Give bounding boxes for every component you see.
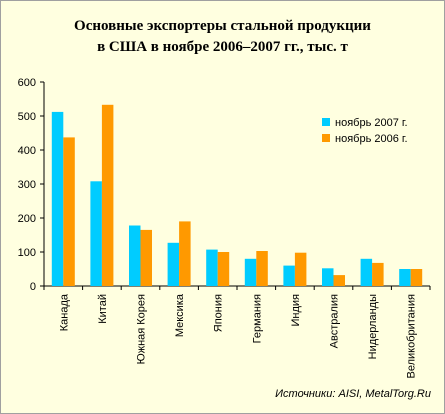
y-tick-label: 0: [30, 281, 36, 293]
y-tick-label: 200: [18, 213, 36, 225]
source-note: Источники: AISI, MetalTorg.Ru: [275, 388, 431, 400]
legend-swatch: [322, 134, 330, 142]
bar: [410, 269, 423, 286]
x-tick-label: Великобритания: [406, 294, 418, 379]
bar: [167, 242, 180, 286]
bar: [206, 249, 218, 286]
bar: [283, 265, 295, 286]
x-tick-label: Нидерланды: [367, 294, 379, 359]
x-tick-label: Индия: [290, 294, 302, 327]
legend-swatch: [322, 118, 330, 126]
bar: [372, 262, 384, 286]
bar: [101, 104, 114, 286]
x-tick-label: Китай: [97, 294, 109, 324]
bar: [399, 269, 411, 286]
x-tick-label: Мексика: [174, 293, 186, 337]
legend-label: ноябрь 2007 г.: [335, 117, 408, 129]
chart-title: Основные экспортеры стальной продукции в…: [0, 16, 445, 58]
y-tick-label: 400: [18, 145, 36, 157]
x-tick-label: Германия: [251, 294, 263, 343]
bar: [129, 225, 141, 286]
bar: [217, 252, 230, 286]
bar: [294, 252, 307, 286]
x-tick-label: Япония: [213, 294, 225, 332]
y-tick-label: 100: [18, 247, 36, 259]
chart-title-line2: в США в ноябре 2006–2007 гг., тыс. т: [97, 39, 348, 55]
legend-label: ноябрь 2006 г.: [335, 133, 408, 145]
chart-title-line1: Основные экспортеры стальной продукции: [74, 18, 371, 34]
x-tick-label: Канада: [58, 293, 70, 331]
y-tick-label: 300: [18, 179, 36, 191]
x-tick-label: Южная Корея: [136, 294, 148, 364]
bar: [360, 258, 373, 286]
bar: [51, 111, 64, 287]
bar: [256, 251, 268, 286]
bar: [244, 258, 257, 286]
bar: [140, 229, 152, 286]
bar: [90, 181, 102, 286]
bar: [179, 221, 191, 286]
y-tick-label: 500: [18, 111, 36, 123]
y-tick-label: 600: [18, 77, 36, 89]
bar: [322, 268, 334, 286]
bar: [333, 275, 345, 286]
bar: [63, 137, 75, 286]
x-tick-label: Австралия: [329, 294, 341, 348]
